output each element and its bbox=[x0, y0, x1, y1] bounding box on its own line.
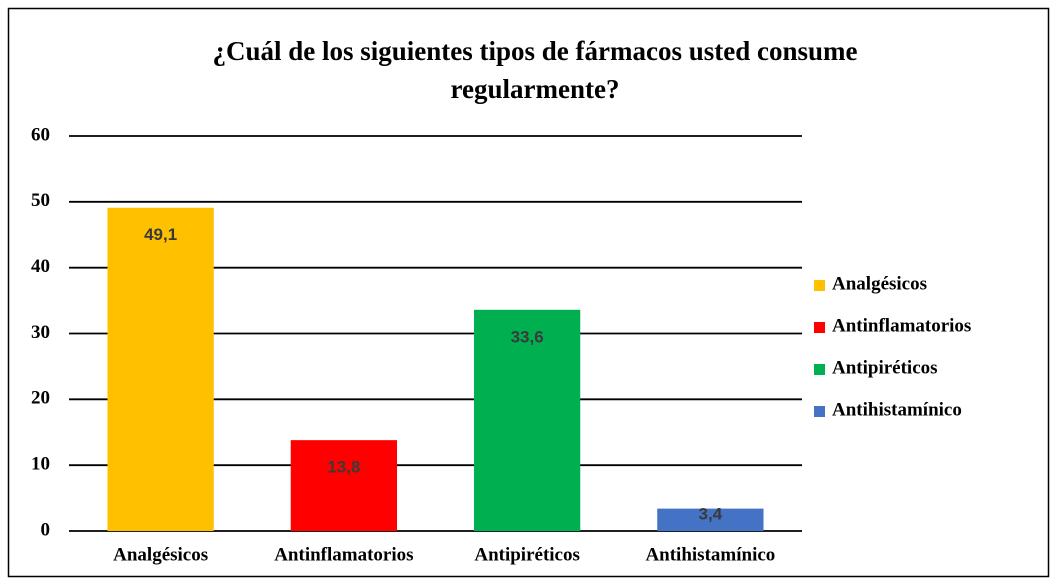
data-label: 13,8 bbox=[327, 458, 360, 477]
bar bbox=[107, 207, 214, 531]
legend-label: Antipiréticos bbox=[832, 357, 938, 378]
x-tick-label: Antinflamatorios bbox=[274, 544, 413, 565]
y-tick-label: 60 bbox=[31, 124, 50, 145]
data-label: 3,4 bbox=[699, 504, 723, 523]
y-tick-label: 0 bbox=[41, 519, 51, 540]
legend-label: Antinflamatorios bbox=[832, 315, 971, 336]
y-tick-label: 30 bbox=[31, 322, 50, 343]
y-tick-label: 10 bbox=[31, 454, 50, 475]
y-tick-label: 40 bbox=[31, 256, 50, 277]
bar bbox=[290, 440, 398, 531]
legend-swatch bbox=[814, 280, 825, 291]
x-tick-label: Analgésicos bbox=[113, 544, 208, 565]
legend-label: Analgésicos bbox=[832, 273, 927, 294]
bar bbox=[657, 508, 764, 531]
legend-swatch bbox=[814, 364, 825, 375]
chart-title: ¿Cuál de los siguientes tipos de fármaco… bbox=[212, 36, 858, 104]
data-label: 33,6 bbox=[511, 327, 544, 346]
y-tick-label: 20 bbox=[31, 388, 50, 409]
data-label: 49,1 bbox=[144, 225, 177, 244]
legend-swatch bbox=[814, 406, 825, 417]
bar bbox=[473, 309, 581, 531]
x-tick-label: Antihistamínico bbox=[645, 544, 775, 565]
y-tick-label: 50 bbox=[31, 190, 50, 211]
legend-swatch bbox=[814, 322, 825, 333]
x-tick-label: Antipiréticos bbox=[474, 544, 580, 565]
legend-label: Antihistamínico bbox=[832, 399, 962, 420]
